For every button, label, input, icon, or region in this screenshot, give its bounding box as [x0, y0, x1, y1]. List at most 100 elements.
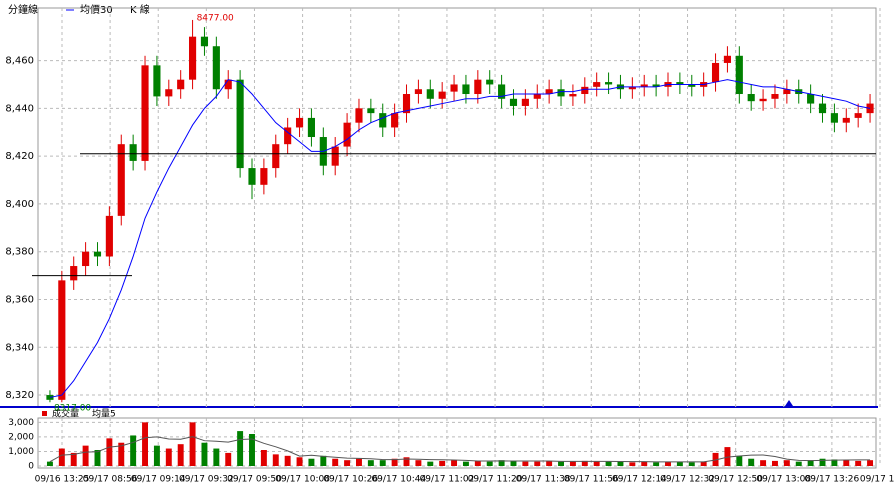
y-tick-label: 8,460: [5, 56, 34, 67]
candle-body: [652, 84, 660, 87]
vol-tick-label: 1,000: [8, 447, 34, 457]
volume-bar: [94, 450, 101, 466]
candle-body: [498, 84, 506, 99]
candle-body: [402, 94, 411, 114]
candle-body: [224, 79, 232, 90]
volume-bar: [260, 450, 267, 466]
candle-body: [284, 127, 292, 145]
y-tick-label: 8,400: [5, 199, 34, 210]
candle-body: [842, 117, 850, 123]
volume-bar: [403, 457, 410, 466]
candle-body: [438, 91, 446, 99]
candle-body: [735, 55, 743, 95]
volume-bar: [272, 454, 279, 466]
volume-bar: [82, 445, 89, 466]
candle-body: [307, 117, 315, 138]
candle-body: [688, 84, 696, 87]
candle-body: [200, 36, 209, 47]
candle-body: [177, 79, 185, 90]
y-tick-label: 8,420: [5, 151, 34, 162]
candle-body: [593, 82, 601, 87]
volume-ma-line: [49, 436, 871, 463]
candle-body: [82, 251, 90, 267]
candle-body: [272, 144, 280, 169]
x-tick-label: 09/17 13: [860, 475, 894, 485]
volume-bar: [46, 461, 53, 466]
candle-body: [165, 89, 173, 97]
y-tick-label: 8,360: [5, 294, 34, 305]
x-tick-label: 09/17 11:38: [516, 475, 571, 485]
volume-bar: [296, 457, 303, 466]
x-tick-label: 09/17 09:14: [131, 475, 186, 485]
candle-body: [153, 65, 161, 97]
x-tick-label: 09/17 11:02: [420, 475, 475, 485]
volume-bar: [308, 458, 315, 466]
candle-body: [295, 117, 304, 128]
volume-bar: [344, 460, 351, 466]
volume-bar: [558, 461, 564, 466]
volume-bar: [665, 461, 671, 466]
volume-bar: [534, 461, 541, 466]
candle-body: [711, 62, 720, 83]
vol-tick-label: 2,000: [8, 432, 34, 442]
candle-body: [545, 89, 553, 95]
volume-frame: [37, 417, 877, 469]
y-tick-label: 8,340: [5, 342, 34, 353]
x-tick-label: 09/17 11:56: [564, 475, 619, 485]
candle-body: [117, 144, 125, 216]
volume-bar: [332, 458, 339, 466]
x-tick-label: 09/17 11:20: [468, 475, 523, 485]
candle-body: [474, 79, 482, 95]
legend-k: K 線: [130, 3, 150, 16]
volume-bar: [593, 461, 600, 466]
volume-bar: [165, 448, 172, 466]
volume-bar: [486, 461, 493, 466]
x-tick-label: 09/17 13:26: [805, 475, 860, 485]
volume-bar: [605, 461, 612, 466]
legend-ma: 均價30: [80, 3, 113, 16]
volume-bar: [462, 461, 469, 466]
volume-bar: [189, 422, 196, 466]
x-tick-label: 09/17 09:32: [179, 475, 234, 485]
vol-tick-label: 0: [28, 462, 34, 472]
volume-bar: [522, 461, 529, 466]
x-tick-label: 09/17 12:50: [708, 475, 763, 485]
candle-body: [676, 82, 684, 85]
candle-body: [248, 168, 256, 185]
y-tick-label: 8,380: [5, 247, 34, 258]
candle-body: [807, 94, 815, 104]
volume-bar: [867, 460, 874, 466]
volume-bar: [653, 462, 660, 466]
candle-body: [379, 113, 387, 128]
high-label: 8477.00: [197, 13, 234, 23]
volume-bar: [130, 435, 137, 466]
candle-body: [426, 89, 434, 99]
volume-bar: [391, 458, 398, 466]
candle-body: [509, 98, 518, 106]
x-tick-label: 09/17 10:08: [275, 475, 330, 485]
candle-body: [854, 113, 862, 118]
volume-bar: [760, 460, 767, 466]
volume-bar: [807, 460, 814, 466]
candle-body: [129, 144, 137, 161]
volume-bar: [106, 438, 113, 466]
x-tick-label: 09/17 13:08: [756, 475, 811, 485]
candle-body: [141, 65, 149, 161]
x-tick-label: 09/16 13:25: [35, 475, 90, 485]
volume-bar: [249, 434, 255, 466]
legend-label: 分鐘線: [8, 3, 38, 16]
candle-body: [783, 89, 791, 95]
candle-body: [355, 108, 363, 123]
candle-body: [521, 98, 529, 106]
candle-body: [462, 84, 470, 95]
candle-body: [236, 79, 244, 169]
volume-bar: [641, 461, 648, 466]
volume-bar: [783, 460, 790, 466]
volume-bar: [617, 461, 624, 466]
candle-body: [391, 113, 399, 128]
volume-bar: [795, 461, 802, 466]
candle-body: [58, 280, 66, 400]
volume-bar: [474, 460, 481, 466]
volume-bar: [118, 442, 125, 466]
